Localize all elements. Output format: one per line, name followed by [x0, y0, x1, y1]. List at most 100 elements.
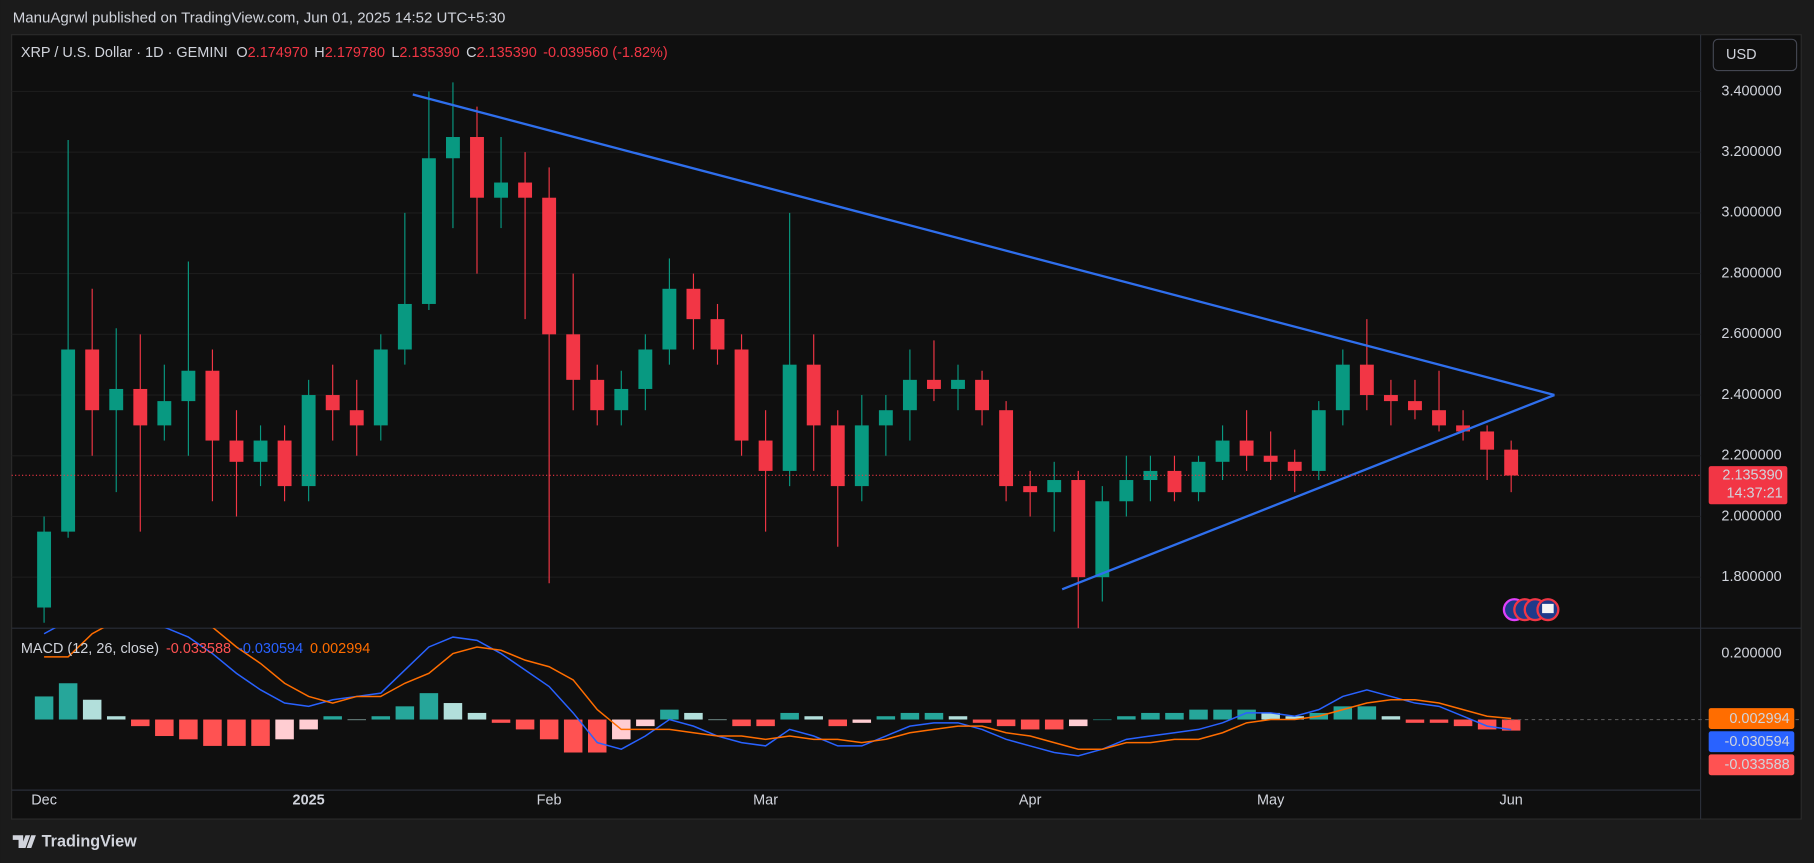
value-box-label: -0.030594: [1725, 734, 1790, 750]
histogram-bar: [1044, 719, 1064, 730]
value-box: [1708, 754, 1795, 776]
histogram-bar: [1189, 709, 1208, 720]
histogram-bar: [1477, 719, 1497, 730]
histogram-bar: [563, 719, 583, 753]
histogram-bar: [299, 719, 318, 730]
publisher: ManuAgrwl published on TradingView.com, …: [13, 9, 506, 26]
candle-body: [373, 349, 388, 426]
histogram-bar: [1261, 712, 1280, 720]
candle-body: [1311, 410, 1326, 471]
y-tick-label: 3.400000: [1721, 83, 1781, 99]
y-tick-label: 3.200000: [1721, 144, 1781, 160]
candle-body: [902, 379, 917, 411]
histogram-bar: [1333, 706, 1353, 720]
histogram-bar: [900, 712, 920, 720]
candle-body: [301, 395, 316, 487]
candle-body: [349, 410, 364, 426]
histogram-bar: [1357, 706, 1377, 720]
histogram-bar: [996, 719, 1016, 727]
histogram-bar: [1069, 719, 1088, 727]
histogram-bar: [828, 719, 848, 727]
candle-body: [927, 379, 941, 389]
candle-body: [951, 379, 965, 389]
histogram-bar: [1285, 716, 1304, 720]
candle-body: [229, 440, 244, 462]
x-tick-label: Jun: [1500, 792, 1523, 808]
candle-body: [61, 349, 76, 532]
ohlc-value: 2.135390: [399, 45, 459, 61]
event-markers[interactable]: [1502, 598, 1560, 622]
candle-body: [277, 440, 292, 487]
macd-pane: [34, 628, 1521, 757]
x-tick-label: Feb: [537, 792, 562, 808]
histogram-bar: [131, 719, 150, 727]
ohlc-key: C: [466, 45, 476, 61]
candle-body: [878, 410, 893, 426]
footer-logo: TradingView: [42, 832, 137, 850]
legend: XRP / U.S. Dollar · 1D · GEMINI O2.17497…: [21, 45, 668, 61]
histogram-bar: [1453, 719, 1473, 727]
histogram-bar: [1213, 709, 1232, 720]
histogram-bar: [948, 716, 968, 720]
y-tick-label: 2.200000: [1721, 448, 1781, 464]
histogram-bar: [684, 712, 703, 720]
candle-body: [181, 370, 196, 402]
currency-button[interactable]: [1712, 38, 1798, 72]
histogram-bar: [515, 719, 535, 730]
candle-body: [1239, 440, 1254, 456]
histogram-bar: [804, 716, 823, 720]
histogram-bar: [1405, 719, 1425, 723]
candle-body: [397, 303, 412, 350]
value-box: [1708, 731, 1795, 753]
logo-mark: [12, 835, 36, 848]
y-tick-label: 1.800000: [1721, 569, 1781, 585]
histogram-bar: [924, 712, 944, 720]
histogram-bar: [1141, 712, 1160, 720]
macd-line: [44, 628, 1512, 750]
candle-body: [590, 379, 605, 411]
candle-body: [854, 425, 869, 487]
histogram-bar: [1237, 709, 1256, 720]
value-box: [1708, 708, 1795, 729]
y-tick-label: 2.800000: [1721, 265, 1781, 281]
candle-body: [975, 379, 989, 411]
candle-body: [638, 349, 653, 389]
candle-body: [133, 388, 148, 426]
histogram-bar: [1381, 716, 1401, 720]
histogram-bar: [1093, 719, 1112, 721]
candle-body: [1167, 470, 1182, 493]
change: -0.039560 (-1.82%): [543, 45, 668, 61]
histogram-bar: [179, 719, 198, 740]
macd-value: -0.033588: [166, 641, 231, 657]
countdown: 14:37:21: [1726, 486, 1782, 502]
value-box-label: 0.002994: [1729, 711, 1789, 727]
macd-value: -0.030594: [238, 641, 303, 657]
candle-body: [734, 349, 749, 441]
candle-body: [1215, 440, 1230, 462]
histogram-bar: [251, 719, 270, 746]
currency[interactable]: USD: [1726, 47, 1757, 63]
ohlc-key: O: [236, 45, 247, 61]
macd-legend: MACD (12, 26, close) -0.033588 -0.030594 0.…: [21, 641, 370, 657]
y-tick-label: 0.200000: [1721, 645, 1781, 661]
candle-body: [157, 401, 172, 426]
histogram-bar: [227, 719, 246, 746]
candle-body: [1071, 480, 1086, 578]
candle-body: [1359, 364, 1374, 396]
histogram-bar: [395, 706, 415, 720]
candle-body: [1095, 501, 1110, 578]
histogram-bar: [443, 703, 463, 720]
candle-body: [686, 288, 701, 320]
histogram-bar: [1117, 716, 1136, 720]
histogram-bar: [732, 719, 751, 727]
candle-body: [518, 182, 533, 198]
histogram-bar: [1165, 712, 1184, 720]
candle-body: [662, 288, 677, 350]
histogram-bar: [539, 719, 559, 740]
last-price-box: [1708, 466, 1788, 505]
histogram-bar: [636, 719, 655, 727]
histogram-bar: [275, 719, 294, 740]
histogram-bar: [972, 719, 992, 723]
